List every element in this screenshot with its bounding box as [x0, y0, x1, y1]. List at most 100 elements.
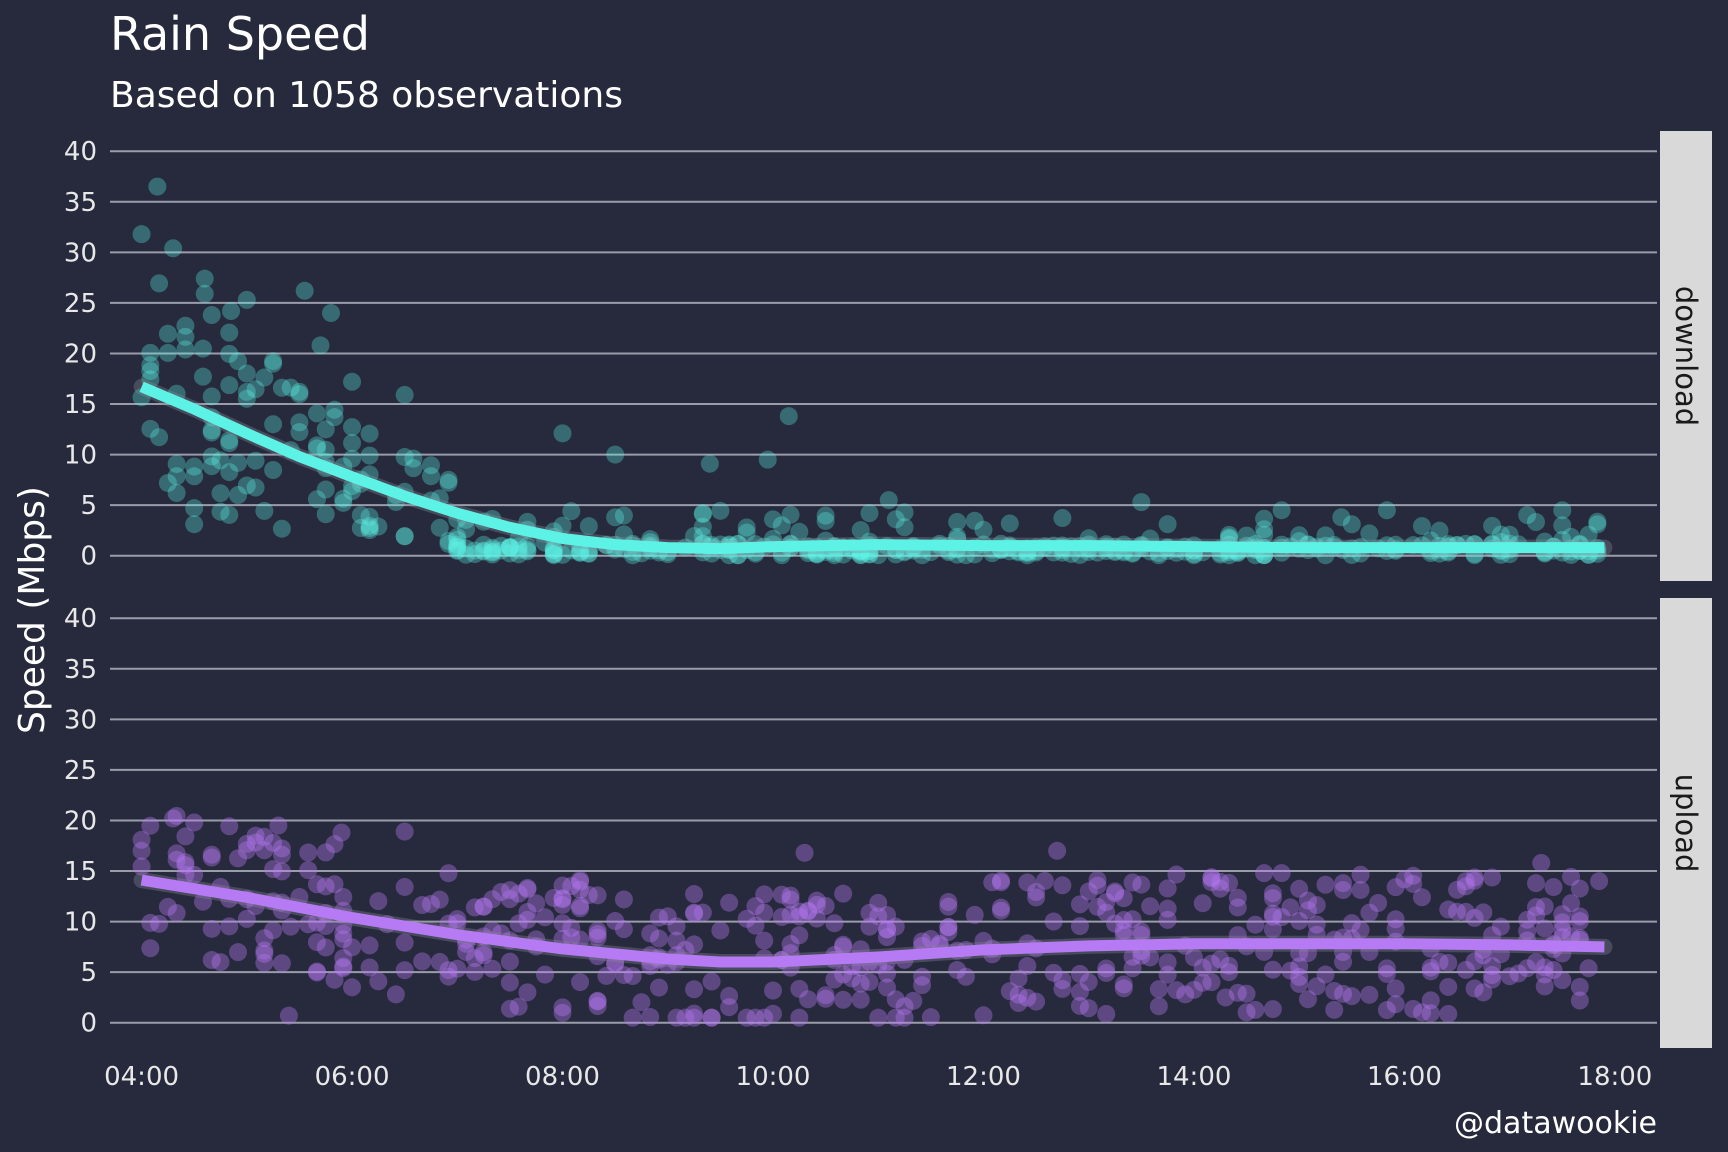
scatter-point — [1404, 866, 1423, 885]
scatter-point — [413, 952, 432, 971]
scatter-point — [965, 511, 984, 530]
scatter-point — [948, 512, 967, 531]
scatter-point — [1263, 889, 1282, 908]
scatter-point — [1123, 910, 1142, 929]
scatter-point — [790, 522, 809, 541]
scatter-point — [860, 504, 879, 523]
scatter-point — [1439, 977, 1458, 996]
scatter-point — [150, 914, 169, 933]
scatter-point — [1263, 907, 1282, 926]
chart-title: Rain Speed — [110, 7, 370, 61]
scatter-point — [869, 893, 888, 912]
scatter-point — [544, 888, 563, 907]
scatter-point — [483, 538, 502, 557]
scatter-point — [1211, 872, 1230, 891]
scatter-point — [500, 538, 519, 557]
scatter-point — [1412, 517, 1431, 536]
scatter-point — [439, 473, 458, 492]
scatter-point — [1316, 875, 1335, 894]
scatter-point — [518, 542, 537, 561]
y-tick-label: 5 — [80, 491, 97, 521]
scatter-point — [1535, 958, 1554, 977]
scatter-point — [1027, 883, 1046, 902]
scatter-point — [307, 933, 326, 952]
scatter-point — [1123, 959, 1142, 978]
scatter-point — [290, 382, 309, 401]
scatter-point — [141, 362, 160, 381]
scatter-point — [1246, 915, 1265, 934]
scatter-point — [1079, 882, 1098, 901]
y-tick-label: 40 — [64, 137, 97, 167]
scatter-point — [851, 990, 870, 1009]
scatter-point — [755, 931, 774, 950]
scatter-point — [527, 894, 546, 913]
scatter-point — [500, 881, 519, 900]
scatter-point — [176, 856, 195, 875]
scatter-point — [878, 964, 897, 983]
scatter-point — [307, 962, 326, 981]
scatter-point — [1237, 984, 1256, 1003]
scatter-point — [956, 967, 975, 986]
scatter-point — [264, 921, 283, 940]
scatter-point — [343, 978, 362, 997]
scatter-point — [176, 327, 195, 346]
scatter-point — [1526, 953, 1545, 972]
scatter-point — [255, 944, 274, 963]
x-tick-label: 10:00 — [736, 1062, 811, 1092]
scatter-point — [1386, 919, 1405, 938]
scatter-point — [1132, 493, 1151, 512]
scatter-point — [272, 839, 291, 858]
scatter-point — [439, 470, 458, 489]
scatter-point — [553, 545, 572, 564]
scatter-point — [974, 1006, 993, 1025]
scatter-point — [334, 924, 353, 943]
scatter-point — [562, 928, 581, 947]
scatter-point — [1430, 521, 1449, 540]
scatter-point — [676, 1008, 695, 1027]
scatter-point — [311, 336, 330, 355]
scatter-point — [334, 959, 353, 978]
scatter-point — [334, 957, 353, 976]
scatter-point — [764, 1004, 782, 1023]
scatter-point — [1000, 514, 1019, 533]
scatter-point — [1386, 910, 1405, 929]
scatter-point — [167, 467, 186, 486]
scatter-point — [869, 546, 888, 565]
scatter-point — [1211, 879, 1230, 898]
scatter-point — [921, 930, 940, 949]
scatter-point — [825, 914, 844, 933]
scatter-point — [886, 990, 905, 1009]
scatter-point — [1532, 853, 1551, 872]
scatter-point — [132, 857, 151, 876]
scatter-point — [1465, 868, 1484, 887]
scatter-point — [1281, 961, 1300, 980]
scatter-point — [614, 890, 633, 909]
scatter-point — [185, 457, 204, 476]
scatter-point — [1535, 977, 1554, 996]
scatter-point — [764, 981, 782, 1000]
scatter-point — [1027, 992, 1046, 1011]
y-tick-label: 10 — [64, 441, 97, 471]
scatter-point — [1088, 876, 1107, 895]
scatter-point — [878, 920, 897, 939]
scatter-point — [834, 990, 853, 1009]
scatter-point — [702, 972, 721, 991]
scatter-point — [325, 400, 344, 419]
scatter-point — [790, 907, 809, 926]
scatter-point — [790, 1008, 809, 1027]
scatter-point — [1465, 979, 1484, 998]
scatter-point — [795, 843, 814, 862]
scatter-point — [255, 841, 274, 860]
scatter-point — [544, 546, 563, 565]
scatter-point — [553, 889, 572, 908]
y-tick-label: 0 — [80, 1009, 97, 1039]
scatter-point — [658, 907, 677, 926]
scatter-point — [632, 993, 651, 1012]
scatter-point — [553, 424, 572, 443]
scatter-point — [851, 974, 870, 993]
scatter-point — [1070, 964, 1089, 983]
scatter-point — [1526, 898, 1545, 917]
scatter-point — [1377, 501, 1396, 520]
scatter-point — [1097, 1005, 1116, 1024]
scatter-point — [307, 875, 326, 894]
